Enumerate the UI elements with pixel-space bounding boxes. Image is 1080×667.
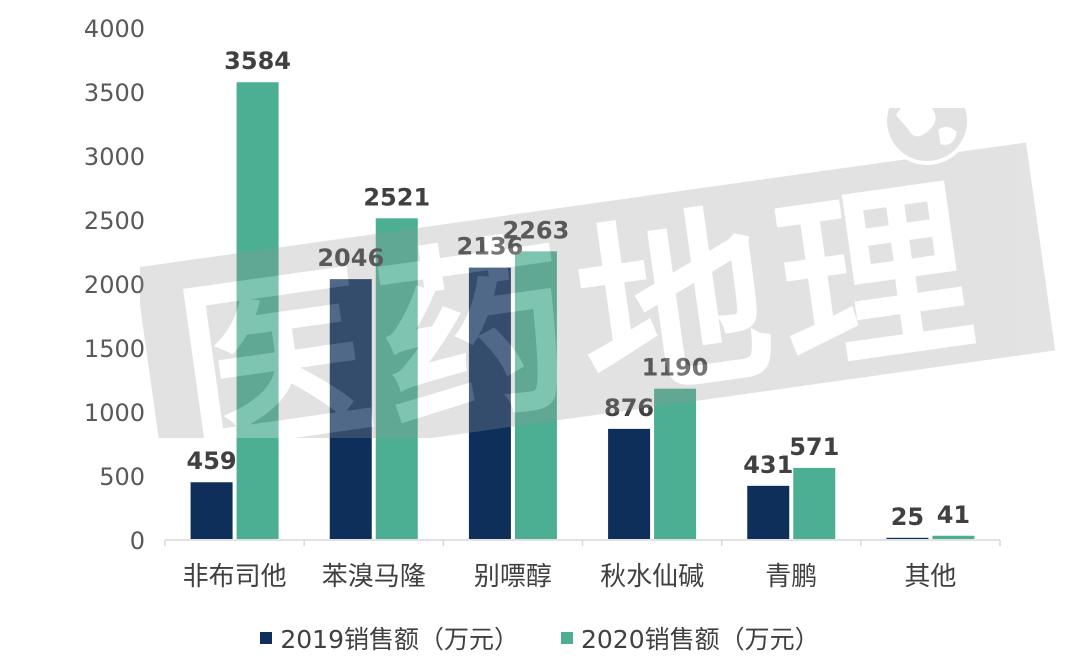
data-label: 459 — [187, 447, 237, 475]
data-label: 1190 — [642, 354, 709, 382]
data-label: 571 — [789, 433, 839, 461]
y-tick-label: 3500 — [84, 79, 145, 107]
bar-2019 — [327, 277, 374, 541]
data-label: 2263 — [503, 216, 570, 244]
data-label: 2136 — [457, 233, 524, 261]
bar-2020 — [791, 465, 838, 541]
x-category-label: 别嘌醇 — [474, 562, 552, 592]
legend-item-2019: 2019销售额（万元） — [260, 620, 519, 656]
data-label: 3584 — [224, 47, 291, 75]
bar-2020 — [373, 216, 420, 541]
y-tick-label: 1500 — [84, 335, 145, 363]
legend-swatch-2020 — [561, 632, 573, 644]
bar-2020 — [930, 533, 977, 542]
bar-2020 — [234, 80, 281, 542]
x-axis: 非布司他 苯溴马隆 别嘌醇 秋水仙碱 青鹏 其他 — [164, 539, 1001, 592]
bar-2019 — [466, 265, 513, 541]
y-tick-label: 4000 — [84, 15, 145, 43]
y-tick-label: 2000 — [84, 271, 145, 299]
bar-2019 — [745, 483, 792, 541]
x-category-label: 青鹏 — [765, 562, 817, 592]
x-category-label: 秋水仙碱 — [600, 562, 704, 592]
bar-2019 — [606, 426, 653, 542]
data-label: 25 — [891, 503, 924, 531]
data-label: 41 — [937, 501, 970, 529]
legend: 2019销售额（万元） 2020销售额（万元） — [0, 618, 1080, 658]
y-tick-label: 500 — [99, 463, 145, 491]
y-tick-label: 0 — [130, 527, 145, 555]
data-label: 2521 — [363, 183, 430, 211]
bar-2020 — [652, 386, 699, 541]
y-tick-label: 3000 — [84, 143, 145, 171]
y-tick-label: 1000 — [84, 399, 145, 427]
y-axis: 0 500 1000 1500 2000 2500 3000 3500 4000 — [84, 15, 145, 555]
x-category-label: 其他 — [904, 562, 956, 592]
legend-swatch-2019 — [260, 632, 273, 644]
bar-2019 — [188, 480, 235, 541]
legend-label-2020: 2020销售额（万元） — [581, 625, 820, 654]
y-tick-label: 2500 — [84, 207, 145, 235]
bars — [188, 80, 977, 542]
x-category-label: 苯溴马隆 — [322, 562, 426, 592]
data-label: 431 — [743, 451, 793, 479]
legend-label-2019: 2019销售额（万元） — [280, 625, 519, 654]
data-label: 2046 — [317, 244, 384, 272]
legend-item-2020: 2020销售额（万元） — [561, 620, 820, 656]
bar-2020 — [512, 249, 559, 541]
x-category-label: 非布司他 — [183, 562, 287, 592]
data-label: 876 — [604, 394, 654, 422]
